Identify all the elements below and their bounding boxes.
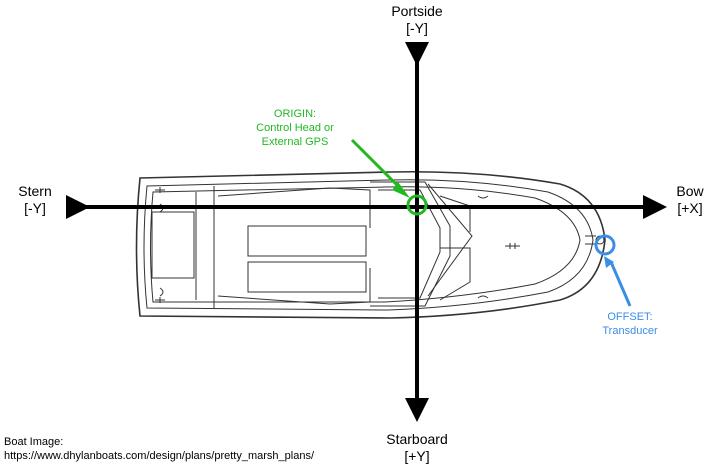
portside-label: Portside [-Y]: [377, 3, 457, 37]
portside-name: Portside: [391, 3, 443, 19]
offset-line1: OFFSET:: [607, 311, 653, 323]
stern-sign: [-Y]: [24, 200, 46, 216]
origin-circle: [406, 194, 428, 216]
image-credit: Boat Image: https://www.dhylanboats.com/…: [4, 435, 314, 463]
origin-line1: ORIGIN:: [273, 108, 317, 120]
stern-label: Stern [-Y]: [10, 183, 60, 217]
origin-marker: [350, 138, 428, 216]
boat-drawing: [135, 170, 606, 319]
offset-circle: [594, 234, 616, 256]
bow-label: Bow [+X]: [665, 183, 715, 217]
bow-name: Bow: [676, 183, 704, 199]
starboard-sign: [+Y]: [404, 448, 430, 464]
starboard-label: Starboard [+Y]: [372, 431, 462, 465]
starboard-name: Starboard: [386, 431, 448, 447]
stern-name: Stern: [18, 183, 52, 199]
offset-marker: [594, 234, 632, 307]
offset-label: OFFSET: Transducer: [590, 310, 670, 338]
credit-line1: Boat Image:: [4, 436, 64, 448]
portside-sign: [-Y]: [406, 20, 428, 36]
axis-lines: [66, 42, 667, 422]
origin-label: ORIGIN: Control Head or External GPS: [245, 107, 345, 149]
bow-sign: [+X]: [677, 200, 703, 216]
credit-url: https://www.dhylanboats.com/design/plans…: [4, 450, 314, 462]
origin-line2: Control Head or: [256, 122, 334, 134]
offset-line2: Transducer: [602, 325, 658, 337]
origin-line3: External GPS: [261, 136, 329, 148]
